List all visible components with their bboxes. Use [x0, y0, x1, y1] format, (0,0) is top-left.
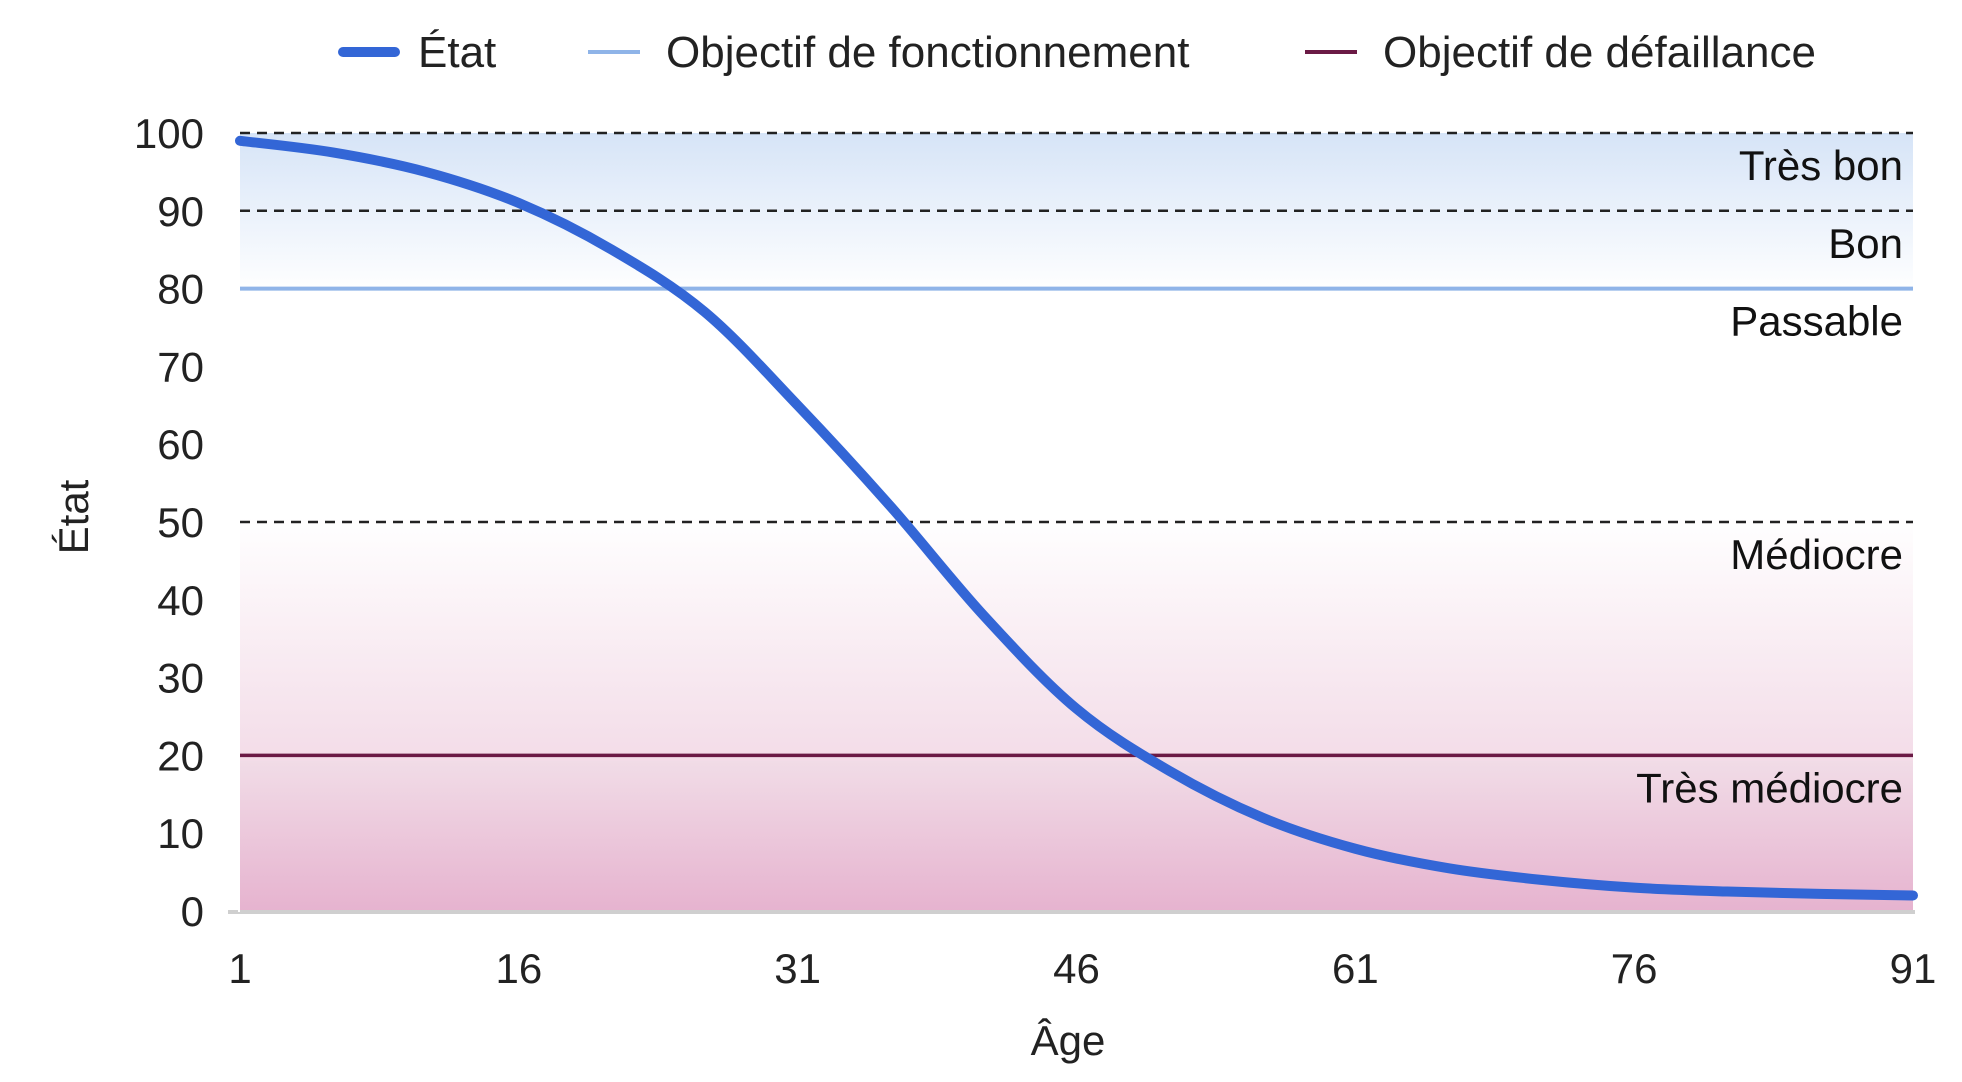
y-tick-label: 0	[181, 888, 204, 935]
legend-label-objectif-fonctionnement: Objectif de fonctionnement	[666, 28, 1189, 77]
band-label: Bon	[1828, 220, 1903, 267]
x-tick-label: 46	[1053, 945, 1100, 992]
y-tick-label: 70	[157, 343, 204, 390]
band-labels: Très bon Bon Passable Médiocre Très médiocre	[1636, 142, 1903, 811]
x-tick-label: 76	[1611, 945, 1658, 992]
band-middle-fill	[240, 517, 1913, 761]
x-tick-label: 1	[228, 945, 251, 992]
band-label: Très bon	[1739, 142, 1903, 189]
band-top-fill	[240, 133, 1913, 293]
y-tick-label: 40	[157, 577, 204, 624]
y-tick-label: 80	[157, 266, 204, 313]
legend-label-objectif-defaillance: Objectif de défaillance	[1383, 28, 1816, 77]
y-axis-title: État	[50, 479, 97, 554]
band-label: Médiocre	[1730, 531, 1903, 578]
reference-lines	[240, 286, 1913, 758]
y-tick-labels: 0 10 20 30 40 50 60 70 80 90 100	[134, 110, 204, 935]
y-tick-label: 50	[157, 499, 204, 546]
y-tick-label: 90	[157, 188, 204, 235]
y-tick-label: 30	[157, 655, 204, 702]
series-layer	[235, 135, 1918, 901]
y-tick-label: 20	[157, 732, 204, 779]
x-tick-label: 91	[1890, 945, 1937, 992]
legend: État Objectif de fonctionnement Objectif…	[338, 28, 1816, 77]
x-tick-label: 31	[774, 945, 821, 992]
y-tick-label: 100	[134, 110, 204, 157]
x-tick-label: 61	[1332, 945, 1379, 992]
band-label: Passable	[1730, 298, 1903, 345]
y-tick-label: 10	[157, 810, 204, 857]
band-boundaries	[240, 131, 1913, 524]
x-tick-labels: 1 16 31 46 61 76 91	[228, 945, 1936, 992]
band-label: Très médiocre	[1636, 764, 1903, 811]
series-line-0	[235, 135, 1918, 901]
x-tick-label: 16	[495, 945, 542, 992]
legend-label-etat: État	[418, 28, 496, 77]
y-tick-label: 60	[157, 421, 204, 468]
x-axis-title: Âge	[1031, 1017, 1106, 1064]
